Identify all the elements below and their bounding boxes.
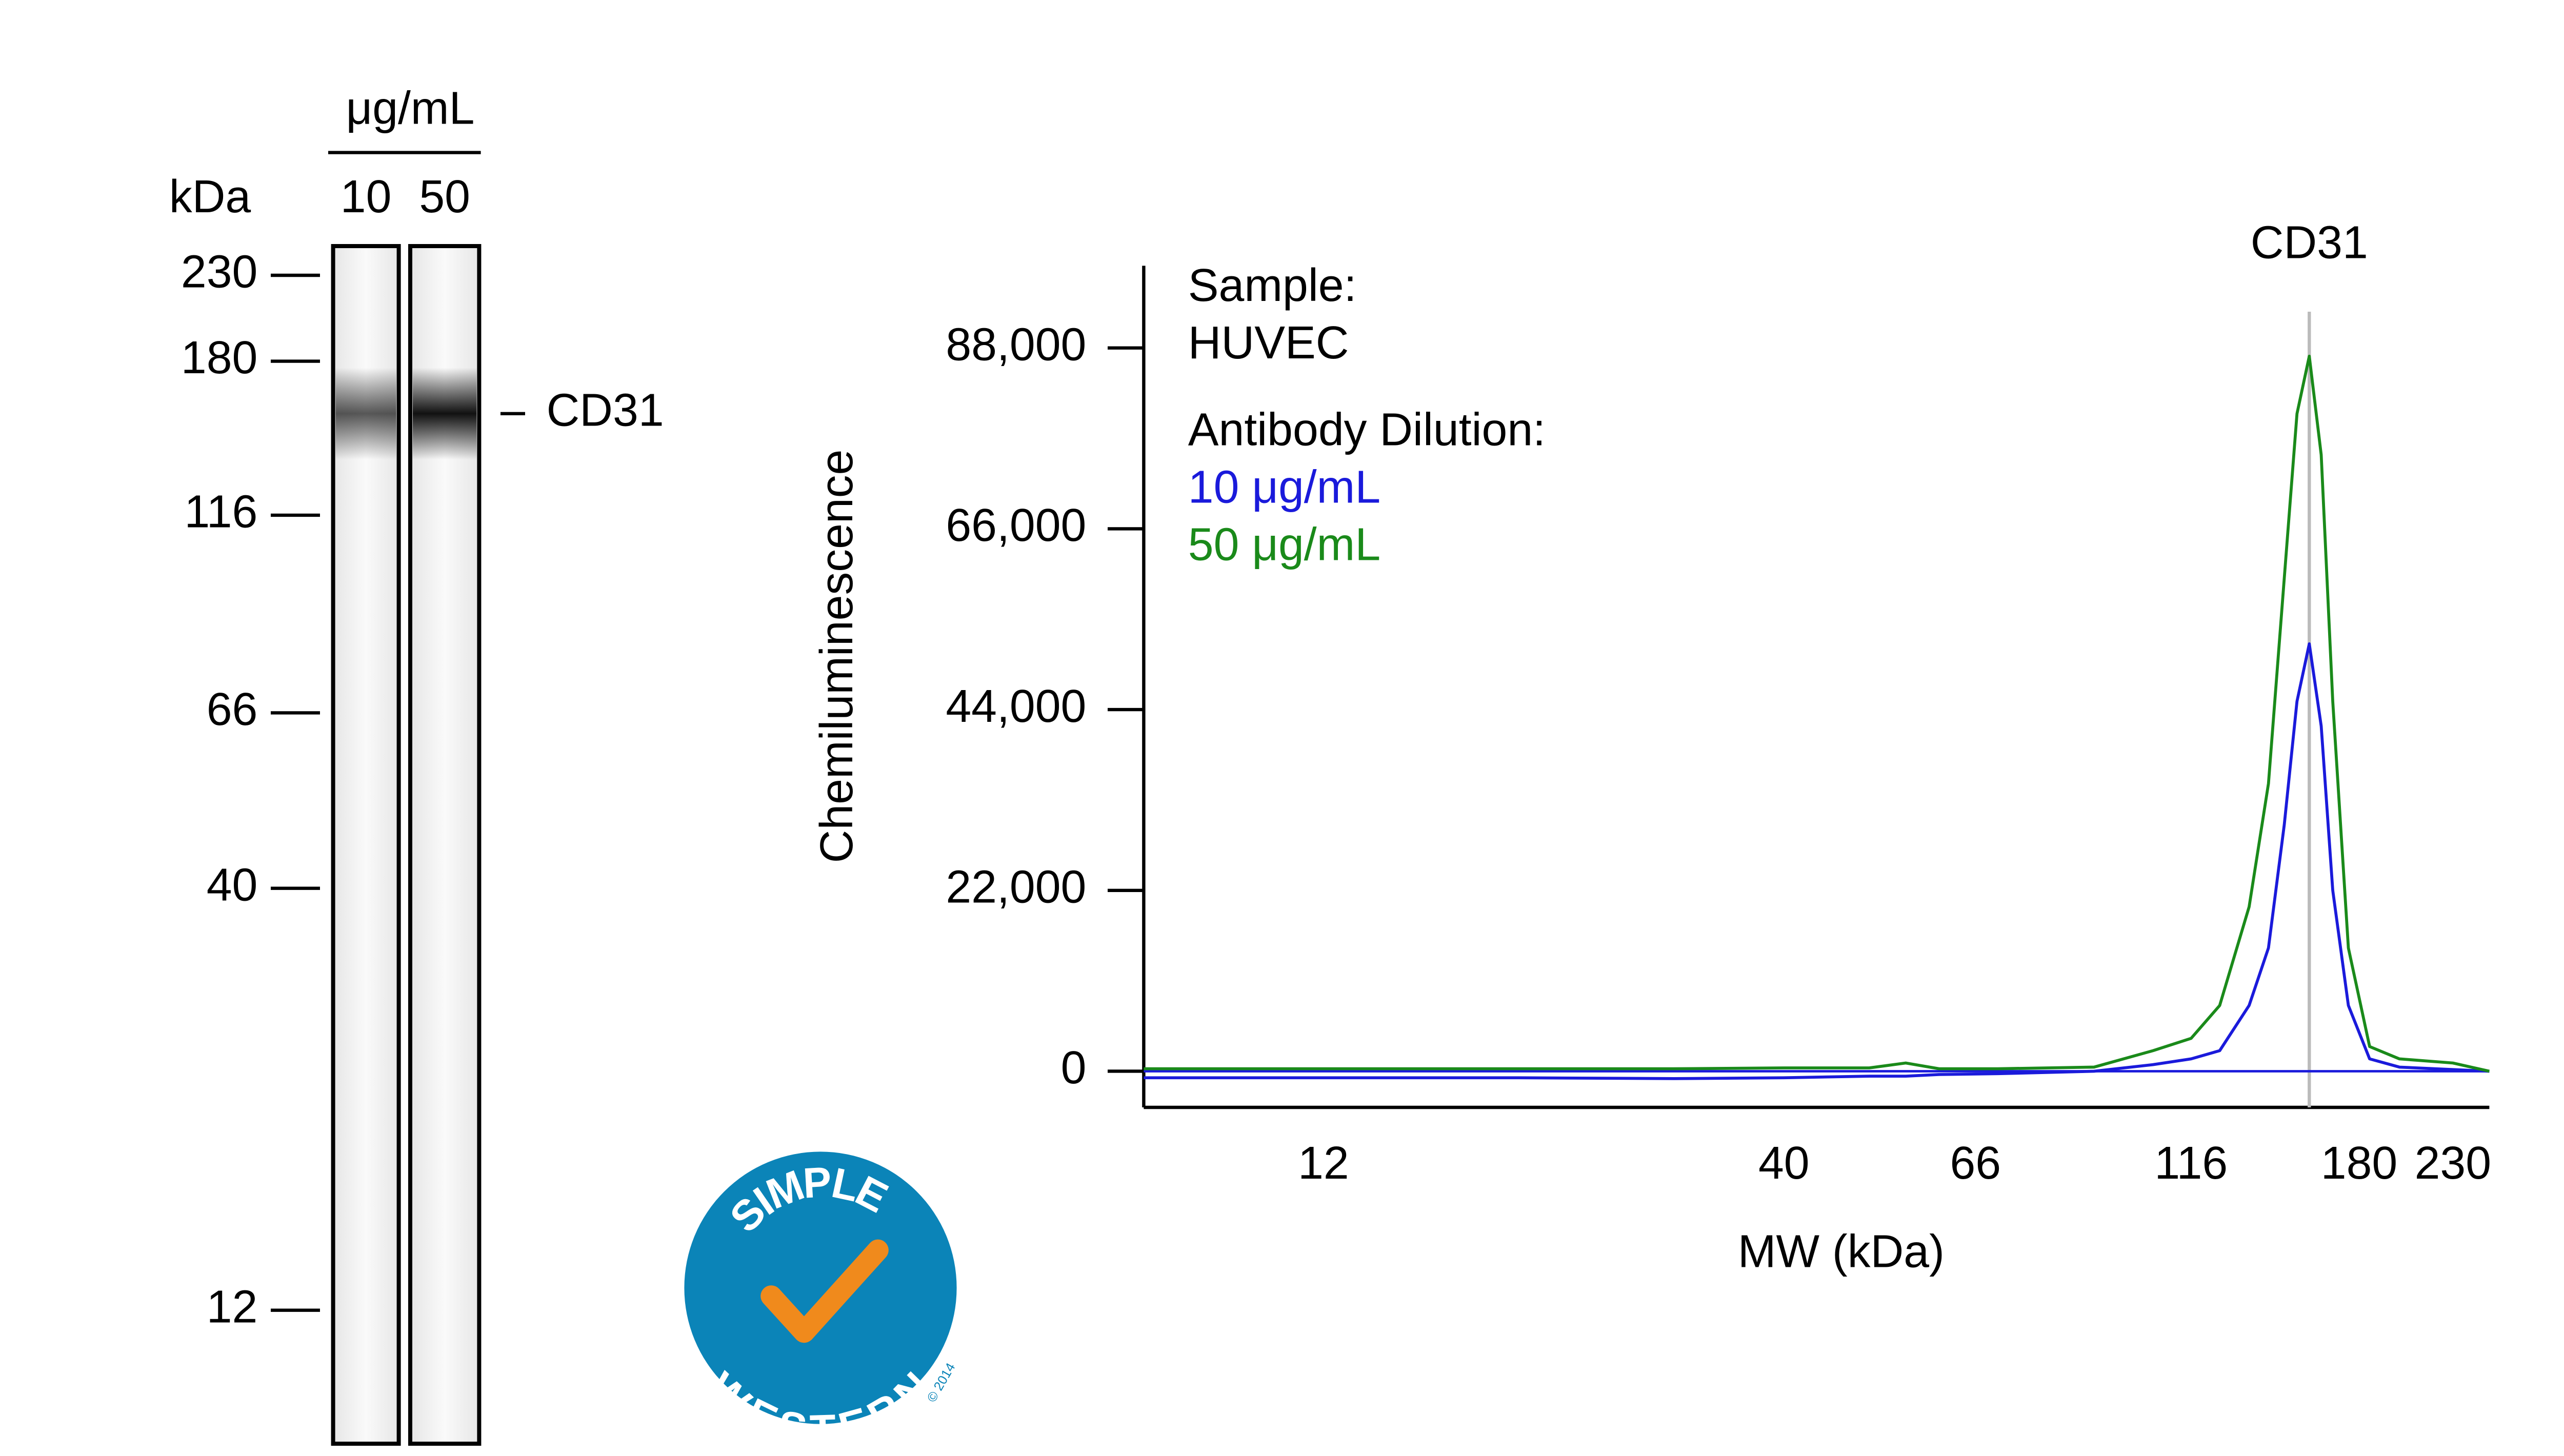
x-tick-label: 12 — [1298, 1137, 1349, 1188]
x-axis-title: MW (kDa) — [1738, 1226, 1945, 1277]
x-tick-label: 66 — [1950, 1137, 2001, 1188]
y-tick-label: 22,000 — [946, 861, 1086, 912]
unit-label: μg/mL — [346, 82, 475, 133]
y-tick-label: 66 — [207, 683, 258, 735]
series-line — [1144, 354, 2490, 1073]
y-tick-label: 230 — [181, 246, 257, 297]
y-tick-label: 116 — [185, 486, 258, 537]
legend-heading: Sample: — [1188, 259, 1357, 311]
lane-label: 50 — [419, 171, 470, 222]
lane-label: 10 — [340, 171, 392, 222]
y-tick-label: 88,000 — [946, 318, 1086, 370]
y-axis-title: Chemiluminescence — [811, 450, 862, 863]
band — [412, 368, 477, 460]
x-tick-label: 40 — [1758, 1137, 1810, 1188]
legend-entry: 50 μg/mL — [1188, 518, 1380, 570]
x-tick-label: 180 — [2321, 1137, 2397, 1188]
legend-heading: HUVEC — [1188, 317, 1349, 368]
band-label: CD31 — [547, 384, 664, 435]
y-tick-label: 66,000 — [946, 499, 1086, 551]
y-tick-label: 44,000 — [946, 680, 1086, 732]
annotation-label: CD31 — [2251, 217, 2368, 268]
y-tick-label: 0 — [1061, 1042, 1087, 1093]
y-tick-label: 40 — [207, 859, 258, 910]
x-tick-label: 116 — [2154, 1137, 2228, 1188]
legend-heading: Antibody Dilution: — [1188, 403, 1546, 455]
axis-label: kDa — [169, 171, 251, 222]
series-line — [1144, 642, 2490, 1080]
y-tick-label: 12 — [207, 1281, 258, 1332]
band — [335, 368, 396, 460]
logo: SIMPLE WESTERN © 2014 — [684, 1151, 958, 1454]
logo-check — [760, 1239, 889, 1343]
legend-entry: 10 μg/mL — [1188, 461, 1380, 512]
logo-circle — [684, 1151, 957, 1424]
x-tick-label: 230 — [2415, 1137, 2491, 1188]
y-tick-label: 180 — [181, 332, 257, 383]
